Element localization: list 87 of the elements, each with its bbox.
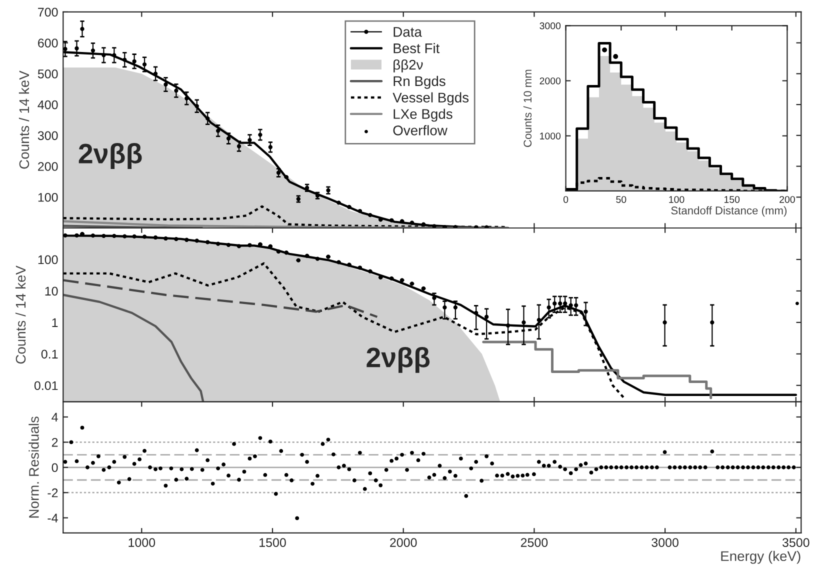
y-tick-label: 1	[52, 318, 58, 327]
point	[268, 145, 272, 150]
point	[574, 303, 578, 308]
point	[662, 320, 667, 325]
x-tick-label: 1500	[260, 538, 286, 547]
point	[102, 53, 106, 58]
point	[474, 310, 478, 316]
y-axis-title: Norm. Residuals	[28, 416, 39, 518]
point	[453, 305, 458, 310]
y-tick-label: 400	[38, 100, 58, 110]
y-axis-title: Counts / 10 mm	[523, 70, 532, 147]
point	[522, 320, 526, 325]
y-tick-label: 100	[38, 255, 58, 264]
point	[710, 320, 714, 325]
x-tick-label: 0	[563, 196, 568, 203]
y-tick-label: -4	[48, 514, 58, 522]
y-axis-title: Counts / 14 keV	[18, 70, 30, 169]
y-tick-label: 700	[38, 8, 58, 17]
point	[484, 314, 489, 319]
y-axis-title: Counts / 14 keV	[15, 266, 26, 364]
x-tick-label: 3500	[782, 538, 810, 547]
x-axis-title: Standoff Distance (mm)	[671, 206, 787, 217]
x-tick-label: 3000	[652, 538, 678, 547]
y-tick-label: 2000	[540, 77, 561, 84]
point	[132, 59, 136, 64]
x-tick-label: 2500	[520, 538, 548, 547]
point	[563, 301, 568, 306]
line-series	[63, 294, 204, 402]
point	[174, 88, 178, 93]
y-tick-label: -2	[48, 488, 58, 498]
point	[216, 128, 220, 133]
point	[584, 310, 588, 314]
line-series	[63, 220, 510, 228]
y-tick-label: 0.1	[41, 350, 58, 359]
y-tick-label: 1000	[540, 132, 561, 140]
point	[122, 58, 127, 62]
x-tick-label: 50	[616, 196, 626, 203]
legend-label: Best Fit	[394, 43, 440, 54]
point	[796, 302, 799, 306]
y-tick-label: 4	[52, 412, 58, 422]
y-tick-label: 2	[52, 438, 58, 447]
y-tick-label: 3000	[540, 22, 561, 30]
y-tick-label: 0	[52, 463, 58, 472]
point	[442, 305, 447, 310]
point	[63, 46, 68, 52]
point	[153, 72, 158, 76]
point	[164, 82, 168, 87]
legend-label: Vessel Bgds	[392, 92, 469, 106]
point	[506, 323, 510, 328]
point	[552, 301, 557, 306]
x-tick-label: 150	[724, 196, 740, 203]
point	[236, 144, 242, 148]
y-tick-label: 600	[38, 38, 58, 48]
point	[80, 26, 84, 32]
y-tick-label: 500	[38, 69, 58, 78]
y-tick-label: 300	[38, 131, 58, 140]
y-tick-label: 0.01	[34, 381, 58, 390]
point	[74, 46, 79, 50]
point	[112, 53, 116, 58]
x-tick-label: 100	[669, 196, 684, 203]
point	[536, 318, 541, 322]
point	[558, 301, 562, 306]
point	[432, 296, 436, 300]
point	[546, 305, 551, 310]
x-tick-label: 2000	[390, 538, 417, 547]
point	[184, 96, 189, 100]
point	[568, 303, 573, 308]
annotation: 2νββ	[366, 346, 430, 373]
point	[206, 116, 210, 121]
point	[258, 132, 262, 137]
y-tick-label: 10	[45, 286, 58, 296]
legend-label: ββ2ν	[394, 59, 423, 72]
legend-label: Data	[394, 27, 422, 37]
legend-label: LXe Bgds	[394, 108, 452, 122]
point	[194, 104, 199, 108]
x-tick-label: 1000	[128, 538, 156, 547]
x-axis-title: Energy (keV)	[721, 550, 800, 564]
legend-label: Rn Bgds	[394, 76, 446, 89]
point	[142, 62, 147, 67]
x-tick-label: 200	[780, 196, 795, 203]
line-series	[63, 279, 378, 318]
y-tick-label: 200	[38, 162, 58, 171]
legend-label: Overflow	[393, 125, 448, 136]
point	[90, 48, 96, 53]
point	[248, 138, 252, 142]
annotation: 2νββ	[78, 143, 142, 169]
point	[226, 136, 231, 141]
